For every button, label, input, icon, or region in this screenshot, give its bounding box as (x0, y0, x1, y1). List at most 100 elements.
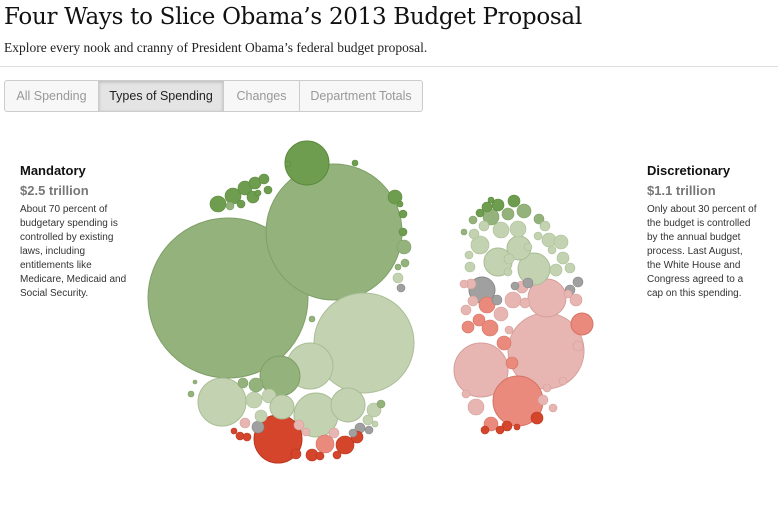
tab-all-spending[interactable]: All Spending (5, 81, 99, 111)
discretionary-bubble-20[interactable] (541, 232, 557, 248)
discretionary-bubble-23[interactable] (549, 263, 563, 277)
mandatory-bubble-26[interactable] (301, 427, 311, 437)
discretionary-bubble-14[interactable] (516, 203, 532, 219)
discretionary-bubble-19[interactable] (539, 220, 551, 232)
mandatory-bubble-60[interactable] (192, 379, 198, 385)
discretionary-bubble-72[interactable] (533, 231, 543, 241)
mandatory-bubble-35[interactable] (315, 451, 325, 461)
tab-department-totals[interactable]: Department Totals (310, 89, 412, 103)
discretionary-bubble-45[interactable] (461, 389, 471, 399)
discretionary-bubble-46[interactable] (480, 425, 490, 435)
discretionary-bubble-9[interactable] (470, 235, 490, 255)
mandatory-bubble-36[interactable] (348, 428, 358, 438)
tab-changes[interactable]: Changes (224, 81, 300, 111)
mandatory-bubble-11[interactable] (315, 434, 335, 454)
mandatory-bubble-24[interactable] (230, 427, 238, 435)
discretionary-bubble-60[interactable] (487, 196, 495, 204)
discretionary-bubble-62[interactable] (523, 242, 533, 252)
discretionary-bubble-68[interactable] (491, 294, 503, 306)
mandatory-bubble-42[interactable] (258, 173, 270, 185)
mandatory-bubble-31[interactable] (366, 402, 382, 418)
discretionary-bubble-31[interactable] (493, 306, 509, 322)
mandatory-bubble-17[interactable] (245, 391, 263, 409)
mandatory-bubble-16[interactable] (269, 394, 295, 420)
discretionary-bubble-42[interactable] (501, 420, 513, 432)
mandatory-bubble-18[interactable] (248, 377, 264, 393)
discretionary-bubble-13[interactable] (501, 207, 515, 221)
discretionary-bubble-61[interactable] (503, 253, 515, 265)
discretionary-bubble-57[interactable] (478, 220, 490, 232)
discretionary-bubble-64[interactable] (510, 281, 520, 291)
mandatory-bubble-50[interactable] (396, 239, 412, 255)
discretionary-bubble-24[interactable] (564, 262, 576, 274)
discretionary-bubble-44[interactable] (537, 394, 549, 406)
discretionary-bubble-21[interactable] (553, 234, 569, 250)
discretionary-bubble-59[interactable] (475, 208, 485, 218)
discretionary-bubble-49[interactable] (542, 383, 552, 393)
mandatory-bubble-47[interactable] (254, 189, 262, 197)
mandatory-bubble-46[interactable] (225, 201, 235, 211)
discretionary-bubble-17[interactable] (481, 201, 493, 213)
discretionary-bubble-66[interactable] (519, 297, 531, 309)
mandatory-bubble-23[interactable] (242, 432, 252, 442)
discretionary-bubble-40[interactable] (467, 398, 485, 416)
mandatory-bubble-19[interactable] (237, 377, 249, 389)
mandatory-bubble-61[interactable] (284, 160, 292, 168)
discretionary-bubble-32[interactable] (478, 296, 496, 314)
discretionary-bubble-4[interactable] (570, 312, 594, 336)
discretionary-bubble-51[interactable] (558, 376, 568, 386)
mandatory-bubble-45[interactable] (236, 199, 246, 209)
discretionary-bubble-1[interactable] (453, 342, 509, 398)
mandatory-bubble-22[interactable] (235, 431, 245, 441)
discretionary-bubble-55[interactable] (464, 250, 474, 260)
mandatory-bubble-20[interactable] (254, 409, 268, 423)
mandatory-bubble-43[interactable] (263, 185, 273, 195)
mandatory-bubble-27[interactable] (328, 427, 340, 439)
discretionary-bubble-70[interactable] (460, 228, 468, 236)
discretionary-bubble-69[interactable] (459, 279, 469, 289)
mandatory-bubble-32[interactable] (376, 399, 386, 409)
discretionary-bubble-10[interactable] (492, 221, 510, 239)
discretionary-bubble-54[interactable] (464, 261, 476, 273)
mandatory-bubble-56[interactable] (351, 159, 359, 167)
mandatory-bubble-21[interactable] (239, 417, 251, 429)
mandatory-bubble-13[interactable] (290, 448, 302, 460)
discretionary-bubble-50[interactable] (572, 340, 584, 352)
mandatory-bubble-14[interactable] (251, 420, 265, 434)
mandatory-bubble-48[interactable] (387, 189, 403, 205)
mandatory-bubble-33[interactable] (364, 425, 374, 435)
discretionary-bubble-18[interactable] (533, 213, 545, 225)
mandatory-bubble-55[interactable] (394, 263, 402, 271)
discretionary-bubble-58[interactable] (468, 215, 478, 225)
discretionary-bubble-65[interactable] (503, 267, 513, 277)
discretionary-bubble-37[interactable] (496, 335, 512, 351)
mandatory-bubble-1[interactable] (265, 163, 403, 301)
tab-types-of-spending[interactable]: Types of Spending (99, 81, 224, 111)
mandatory-bubble-57[interactable] (396, 200, 404, 208)
mandatory-bubble-37[interactable] (371, 420, 379, 428)
discretionary-bubble-39[interactable] (505, 356, 519, 370)
mandatory-bubble-58[interactable] (308, 315, 316, 323)
discretionary-bubble-30[interactable] (504, 291, 522, 309)
discretionary-bubble-11[interactable] (509, 220, 527, 238)
discretionary-bubble-63[interactable] (522, 277, 534, 289)
mandatory-bubble-52[interactable] (392, 272, 404, 284)
discretionary-bubble-35[interactable] (472, 313, 486, 327)
discretionary-bubble-71[interactable] (547, 245, 557, 255)
discretionary-bubble-38[interactable] (461, 320, 475, 334)
mandatory-bubble-49[interactable] (398, 209, 408, 219)
discretionary-bubble-22[interactable] (556, 251, 570, 265)
mandatory-bubble-25[interactable] (293, 419, 305, 431)
mandatory-bubble-38[interactable] (209, 195, 227, 213)
discretionary-bubble-47[interactable] (495, 425, 505, 435)
discretionary-bubble-33[interactable] (467, 295, 479, 307)
discretionary-bubble-27[interactable] (569, 293, 583, 307)
mandatory-bubble-53[interactable] (400, 258, 410, 268)
mandatory-bubble-59[interactable] (187, 390, 195, 398)
discretionary-bubble-36[interactable] (481, 319, 499, 337)
discretionary-bubble-16[interactable] (491, 198, 505, 212)
mandatory-bubble-3[interactable] (284, 140, 330, 186)
mandatory-bubble-8[interactable] (330, 387, 366, 423)
discretionary-bubble-15[interactable] (507, 194, 521, 208)
mandatory-bubble-51[interactable] (398, 227, 408, 237)
